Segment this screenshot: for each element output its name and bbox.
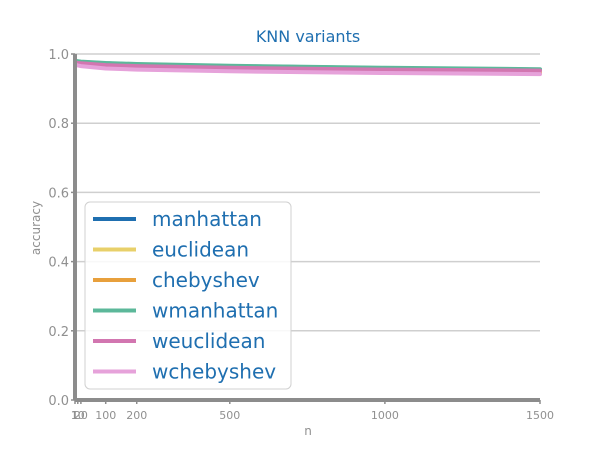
legend-label-chebyshev: chebyshev (152, 268, 260, 292)
x-tick-label-2: 20 (74, 409, 88, 422)
y-tick-label-1: 0.2 (48, 325, 69, 340)
x-tick-label-5: 500 (219, 409, 240, 422)
y-tick-labels: 0.0 0.2 0.4 0.6 0.8 1.0 (48, 48, 75, 409)
legend-label-wchebyshev: wchebyshev (152, 360, 276, 384)
legend-label-wmanhattan: wmanhattan (152, 299, 278, 323)
legend: manhattan euclidean chebyshev wmanhattan weu… (84, 201, 292, 390)
x-tick-label-3: 100 (95, 409, 116, 422)
axes (73, 54, 540, 402)
x-tick-label-7: 1500 (526, 409, 554, 422)
x-tick-label-6: 1000 (371, 409, 399, 422)
y-tick-label-4: 0.8 (48, 117, 69, 132)
legend-label-weuclidean: weuclidean (152, 329, 265, 353)
legend-label-manhattan: manhattan (152, 207, 262, 231)
x-tick-label-4: 200 (126, 409, 147, 422)
x-tick-label-1: 10 (71, 409, 85, 422)
x-tick-label-0: 1 (72, 409, 79, 422)
y-tick-label-2: 0.4 (48, 256, 69, 271)
legend-box (84, 201, 292, 390)
chart-title: KNN variants (256, 27, 360, 46)
y-tick-label-3: 0.6 (48, 186, 69, 201)
y-tick-label-0: 0.0 (48, 394, 69, 409)
y-axis-label: accuracy (29, 201, 43, 255)
legend-label-euclidean: euclidean (152, 238, 249, 262)
series-lines (73, 58, 542, 77)
series-line-weuclidean (73, 60, 542, 73)
y-tick-label-5: 1.0 (48, 48, 69, 63)
series-line-wchebyshev (73, 62, 542, 77)
x-axis-label: n (304, 424, 312, 438)
